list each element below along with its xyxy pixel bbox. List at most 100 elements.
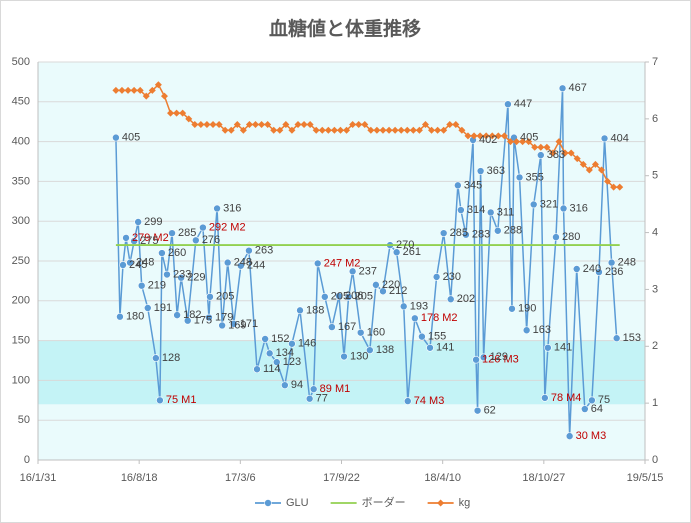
data-point <box>616 183 624 191</box>
data-label: 285 <box>178 227 196 239</box>
data-point <box>237 261 245 270</box>
data-label: 244 <box>247 260 265 272</box>
data-label: 447 <box>514 98 532 110</box>
data-point <box>130 86 138 94</box>
data-point <box>158 249 166 257</box>
data-label: 77 <box>316 393 328 405</box>
data-point <box>476 167 485 175</box>
data-point <box>379 287 387 296</box>
data-point <box>356 328 365 337</box>
data-point <box>494 226 502 235</box>
data-point <box>206 293 214 301</box>
data-point <box>252 121 260 129</box>
data-point <box>183 316 192 325</box>
data-point <box>600 134 609 143</box>
data-point <box>312 126 320 134</box>
data-label: 190 <box>518 303 536 315</box>
data-point <box>213 204 221 213</box>
y-tick-label: 450 <box>12 96 30 108</box>
data-point <box>215 121 223 129</box>
data-point <box>392 248 401 257</box>
data-label: 279 M2 <box>132 232 169 244</box>
data-label: 220 <box>382 279 400 291</box>
data-point <box>154 81 162 89</box>
data-label: 74 M3 <box>414 395 445 407</box>
data-label: 114 <box>263 363 281 375</box>
data-point <box>288 126 296 134</box>
legend-label: ボーダー <box>362 495 406 509</box>
y2-tick-label: 0 <box>652 454 658 466</box>
data-label: 191 <box>154 302 172 314</box>
data-point <box>306 121 314 129</box>
data-label: 237 <box>359 265 377 277</box>
data-label: 299 <box>144 216 162 228</box>
data-point <box>544 343 552 352</box>
y2-tick-label: 1 <box>652 397 658 409</box>
data-point <box>328 323 336 331</box>
data-point <box>428 126 436 134</box>
data-point <box>276 126 284 134</box>
data-point <box>124 86 132 94</box>
data-point <box>229 320 238 328</box>
y-tick-label: 250 <box>12 255 30 267</box>
data-label: 128 <box>162 352 180 364</box>
data-label: 75 M1 <box>166 394 197 406</box>
data-point <box>245 121 253 129</box>
data-point <box>482 132 490 140</box>
data-point <box>366 346 374 354</box>
data-point <box>197 121 205 129</box>
data-point <box>313 259 322 268</box>
data-point <box>513 138 521 146</box>
data-point <box>472 355 480 364</box>
data-point <box>185 115 193 123</box>
data-point <box>446 295 455 304</box>
data-point <box>160 92 168 100</box>
data-label: 404 <box>611 132 629 144</box>
data-point <box>403 126 411 134</box>
y2-tick-label: 7 <box>652 56 658 68</box>
data-label: 160 <box>367 327 385 339</box>
data-label: 285 <box>450 227 468 239</box>
data-label: 78 M4 <box>551 392 582 404</box>
data-label: 205 <box>216 291 234 303</box>
data-point <box>536 151 545 159</box>
data-point <box>543 143 551 151</box>
data-label: 383 <box>547 149 565 161</box>
data-point <box>537 143 545 151</box>
data-point <box>367 126 375 134</box>
data-point <box>179 109 187 117</box>
x-tick-label: 16/1/31 <box>20 472 57 484</box>
data-label: 30 M3 <box>576 430 607 442</box>
data-point <box>519 138 527 146</box>
data-point <box>168 229 176 237</box>
y2-tick-label: 5 <box>652 170 658 182</box>
data-point <box>136 86 144 94</box>
data-label: 126 M3 <box>482 354 519 366</box>
data-point <box>253 365 261 374</box>
data-point <box>330 126 338 134</box>
data-label: 180 <box>126 311 144 323</box>
data-point <box>349 121 357 129</box>
data-point <box>152 354 160 362</box>
data-label: 179 <box>215 311 233 323</box>
data-point <box>399 302 408 311</box>
data-label: 219 <box>148 280 166 292</box>
data-point <box>126 258 134 267</box>
data-point <box>300 121 308 129</box>
data-point <box>233 121 241 129</box>
legend-label: kg <box>459 497 471 509</box>
data-point <box>245 246 253 255</box>
data-label: 75 <box>598 394 610 406</box>
data-point <box>403 397 412 405</box>
data-point <box>272 358 281 366</box>
data-point <box>177 273 185 282</box>
y2-tick-label: 4 <box>652 226 658 238</box>
data-label: 280 <box>562 231 580 243</box>
data-point <box>588 396 596 405</box>
data-point <box>411 314 419 323</box>
data-label: 167 <box>338 321 356 333</box>
data-point <box>457 206 465 214</box>
data-label: 130 <box>350 350 368 362</box>
data-label: 94 <box>291 379 303 391</box>
data-label: 275 <box>140 235 158 247</box>
